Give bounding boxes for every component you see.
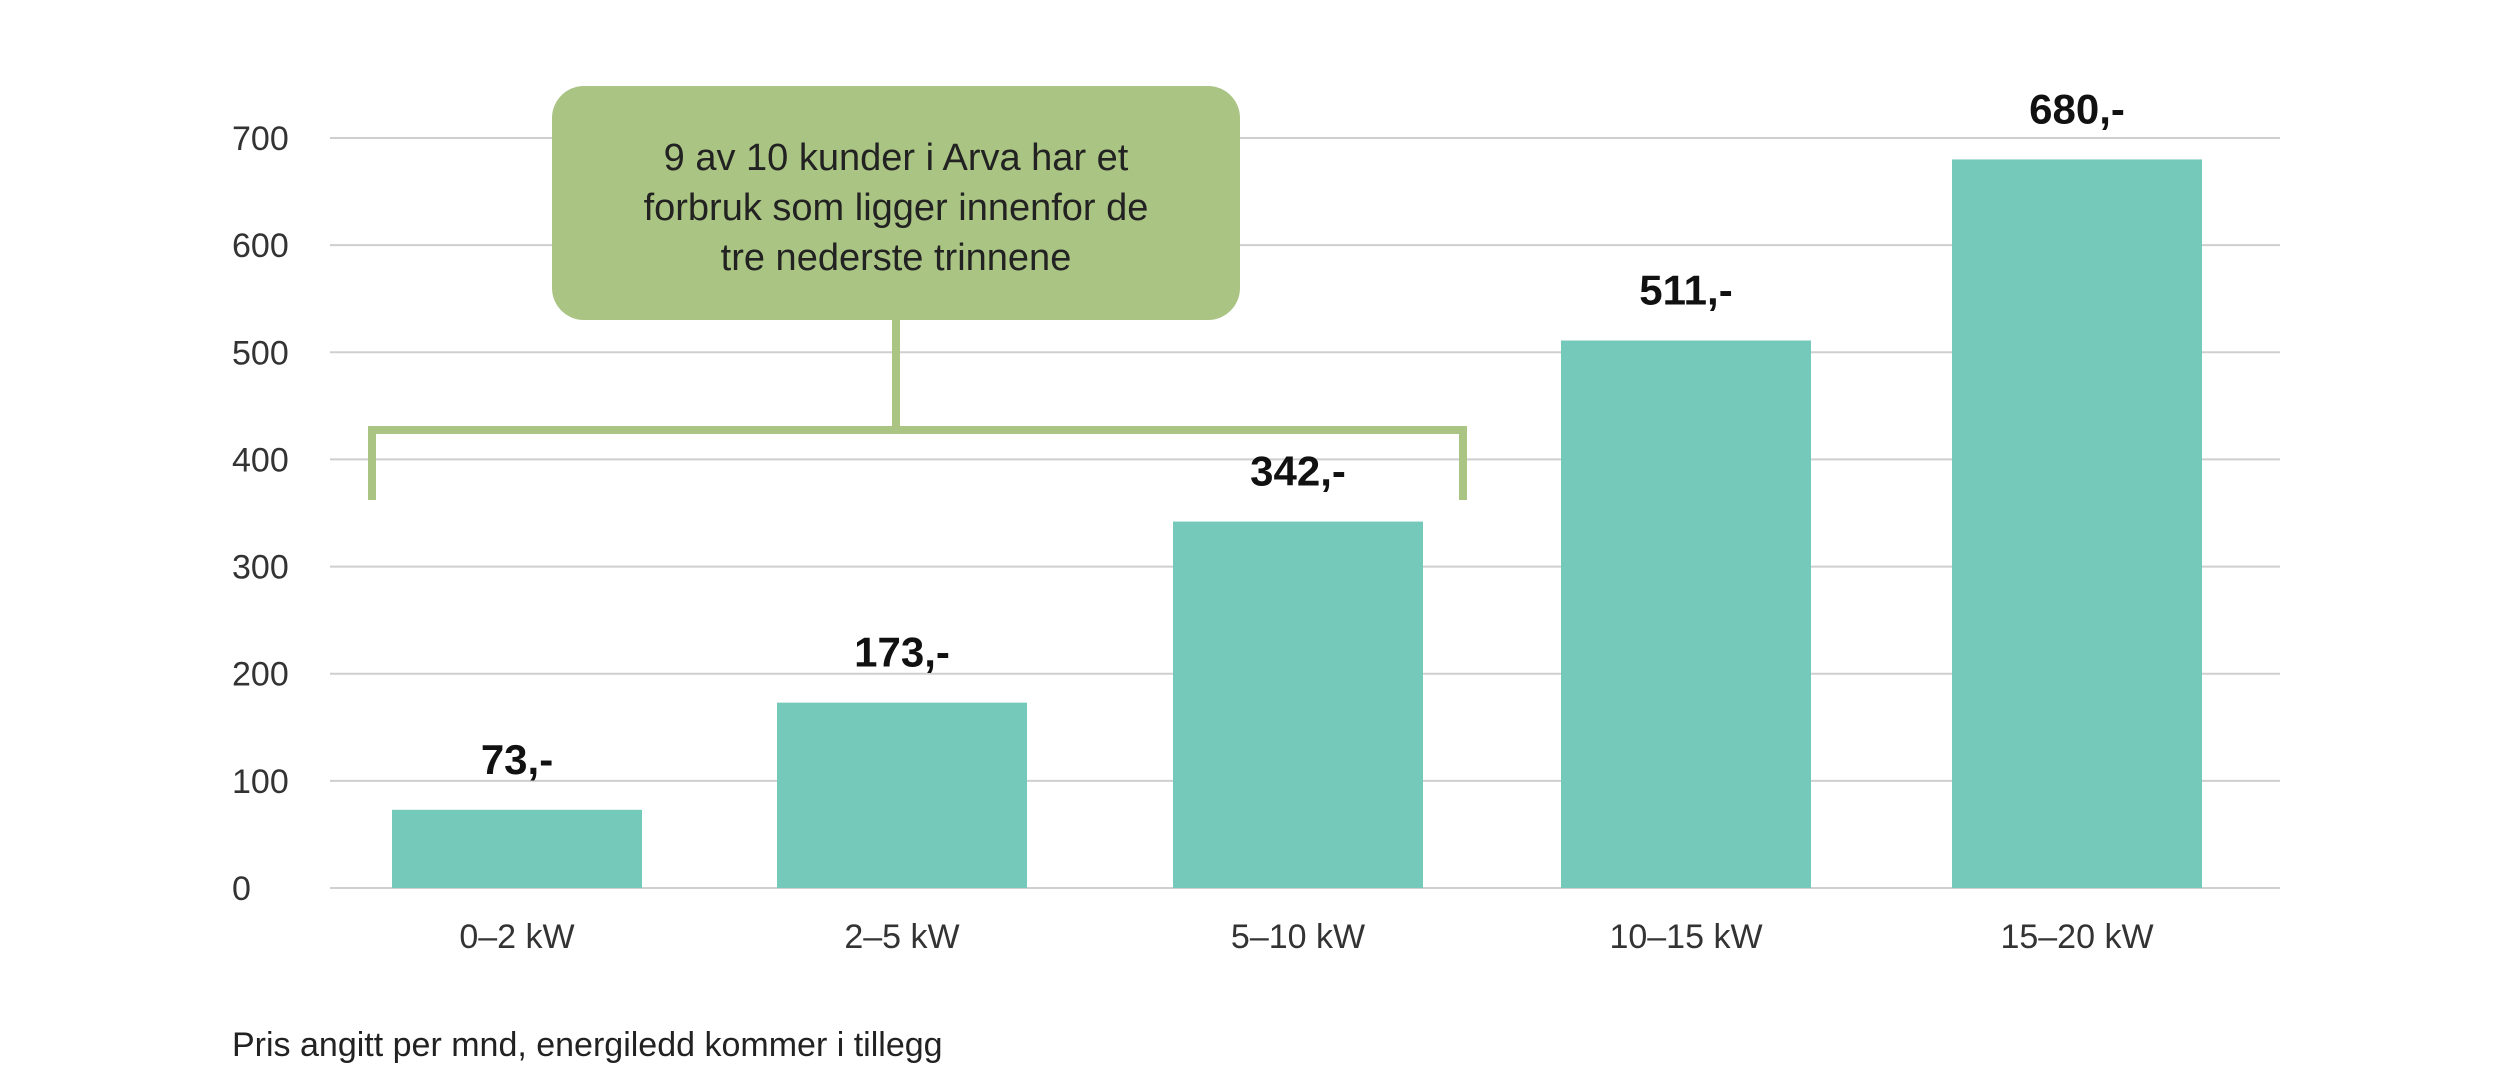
bar (1952, 159, 2202, 888)
category-label: 2–5 kW (844, 918, 959, 956)
y-tick-label: 400 (232, 441, 289, 479)
y-axis-ticks: 0 100 200 300 400 500 600 700 (232, 120, 289, 908)
value-label: 680,- (2029, 85, 2125, 132)
y-tick-label: 100 (232, 763, 289, 801)
value-label: 173,- (854, 629, 950, 676)
y-tick-label: 0 (232, 870, 251, 908)
callout-line: forbruk som ligger innenfor de (644, 187, 1149, 229)
y-tick-label: 500 (232, 334, 289, 372)
category-label: 0–2 kW (459, 918, 574, 956)
callout-bracket (368, 426, 1467, 500)
bars (392, 159, 2202, 888)
y-tick-label: 200 (232, 656, 289, 694)
category-label: 10–15 kW (1609, 918, 1762, 956)
bar (777, 702, 1027, 888)
category-labels: 0–2 kW 2–5 kW 5–10 kW 10–15 kW 15–20 kW (459, 918, 2153, 956)
callout-text: 9 av 10 kunder i Arva har et forbruk som … (644, 137, 1149, 279)
y-tick-label: 300 (232, 549, 289, 587)
y-tick-label: 600 (232, 227, 289, 265)
value-label: 342,- (1250, 448, 1346, 495)
callout-line: tre nederste trinnene (721, 237, 1072, 279)
value-label: 511,- (1639, 267, 1732, 314)
callout-box (552, 86, 1240, 320)
bar (1173, 521, 1423, 888)
category-label: 15–20 kW (2000, 918, 2153, 956)
bar (1561, 340, 1811, 888)
value-label: 73,- (481, 736, 553, 783)
y-tick-label: 700 (232, 120, 289, 158)
callout-line: 9 av 10 kunder i Arva har et (664, 137, 1129, 179)
value-labels: 73,- 173,- 342,- 511,- 680,- (481, 85, 2125, 782)
bar (392, 809, 642, 888)
category-label: 5–10 kW (1231, 918, 1365, 956)
callout-annotation: 9 av 10 kunder i Arva har et forbruk som … (368, 86, 1467, 500)
footnote: Pris angitt per mnd, energiledd kommer i… (232, 1026, 943, 1064)
